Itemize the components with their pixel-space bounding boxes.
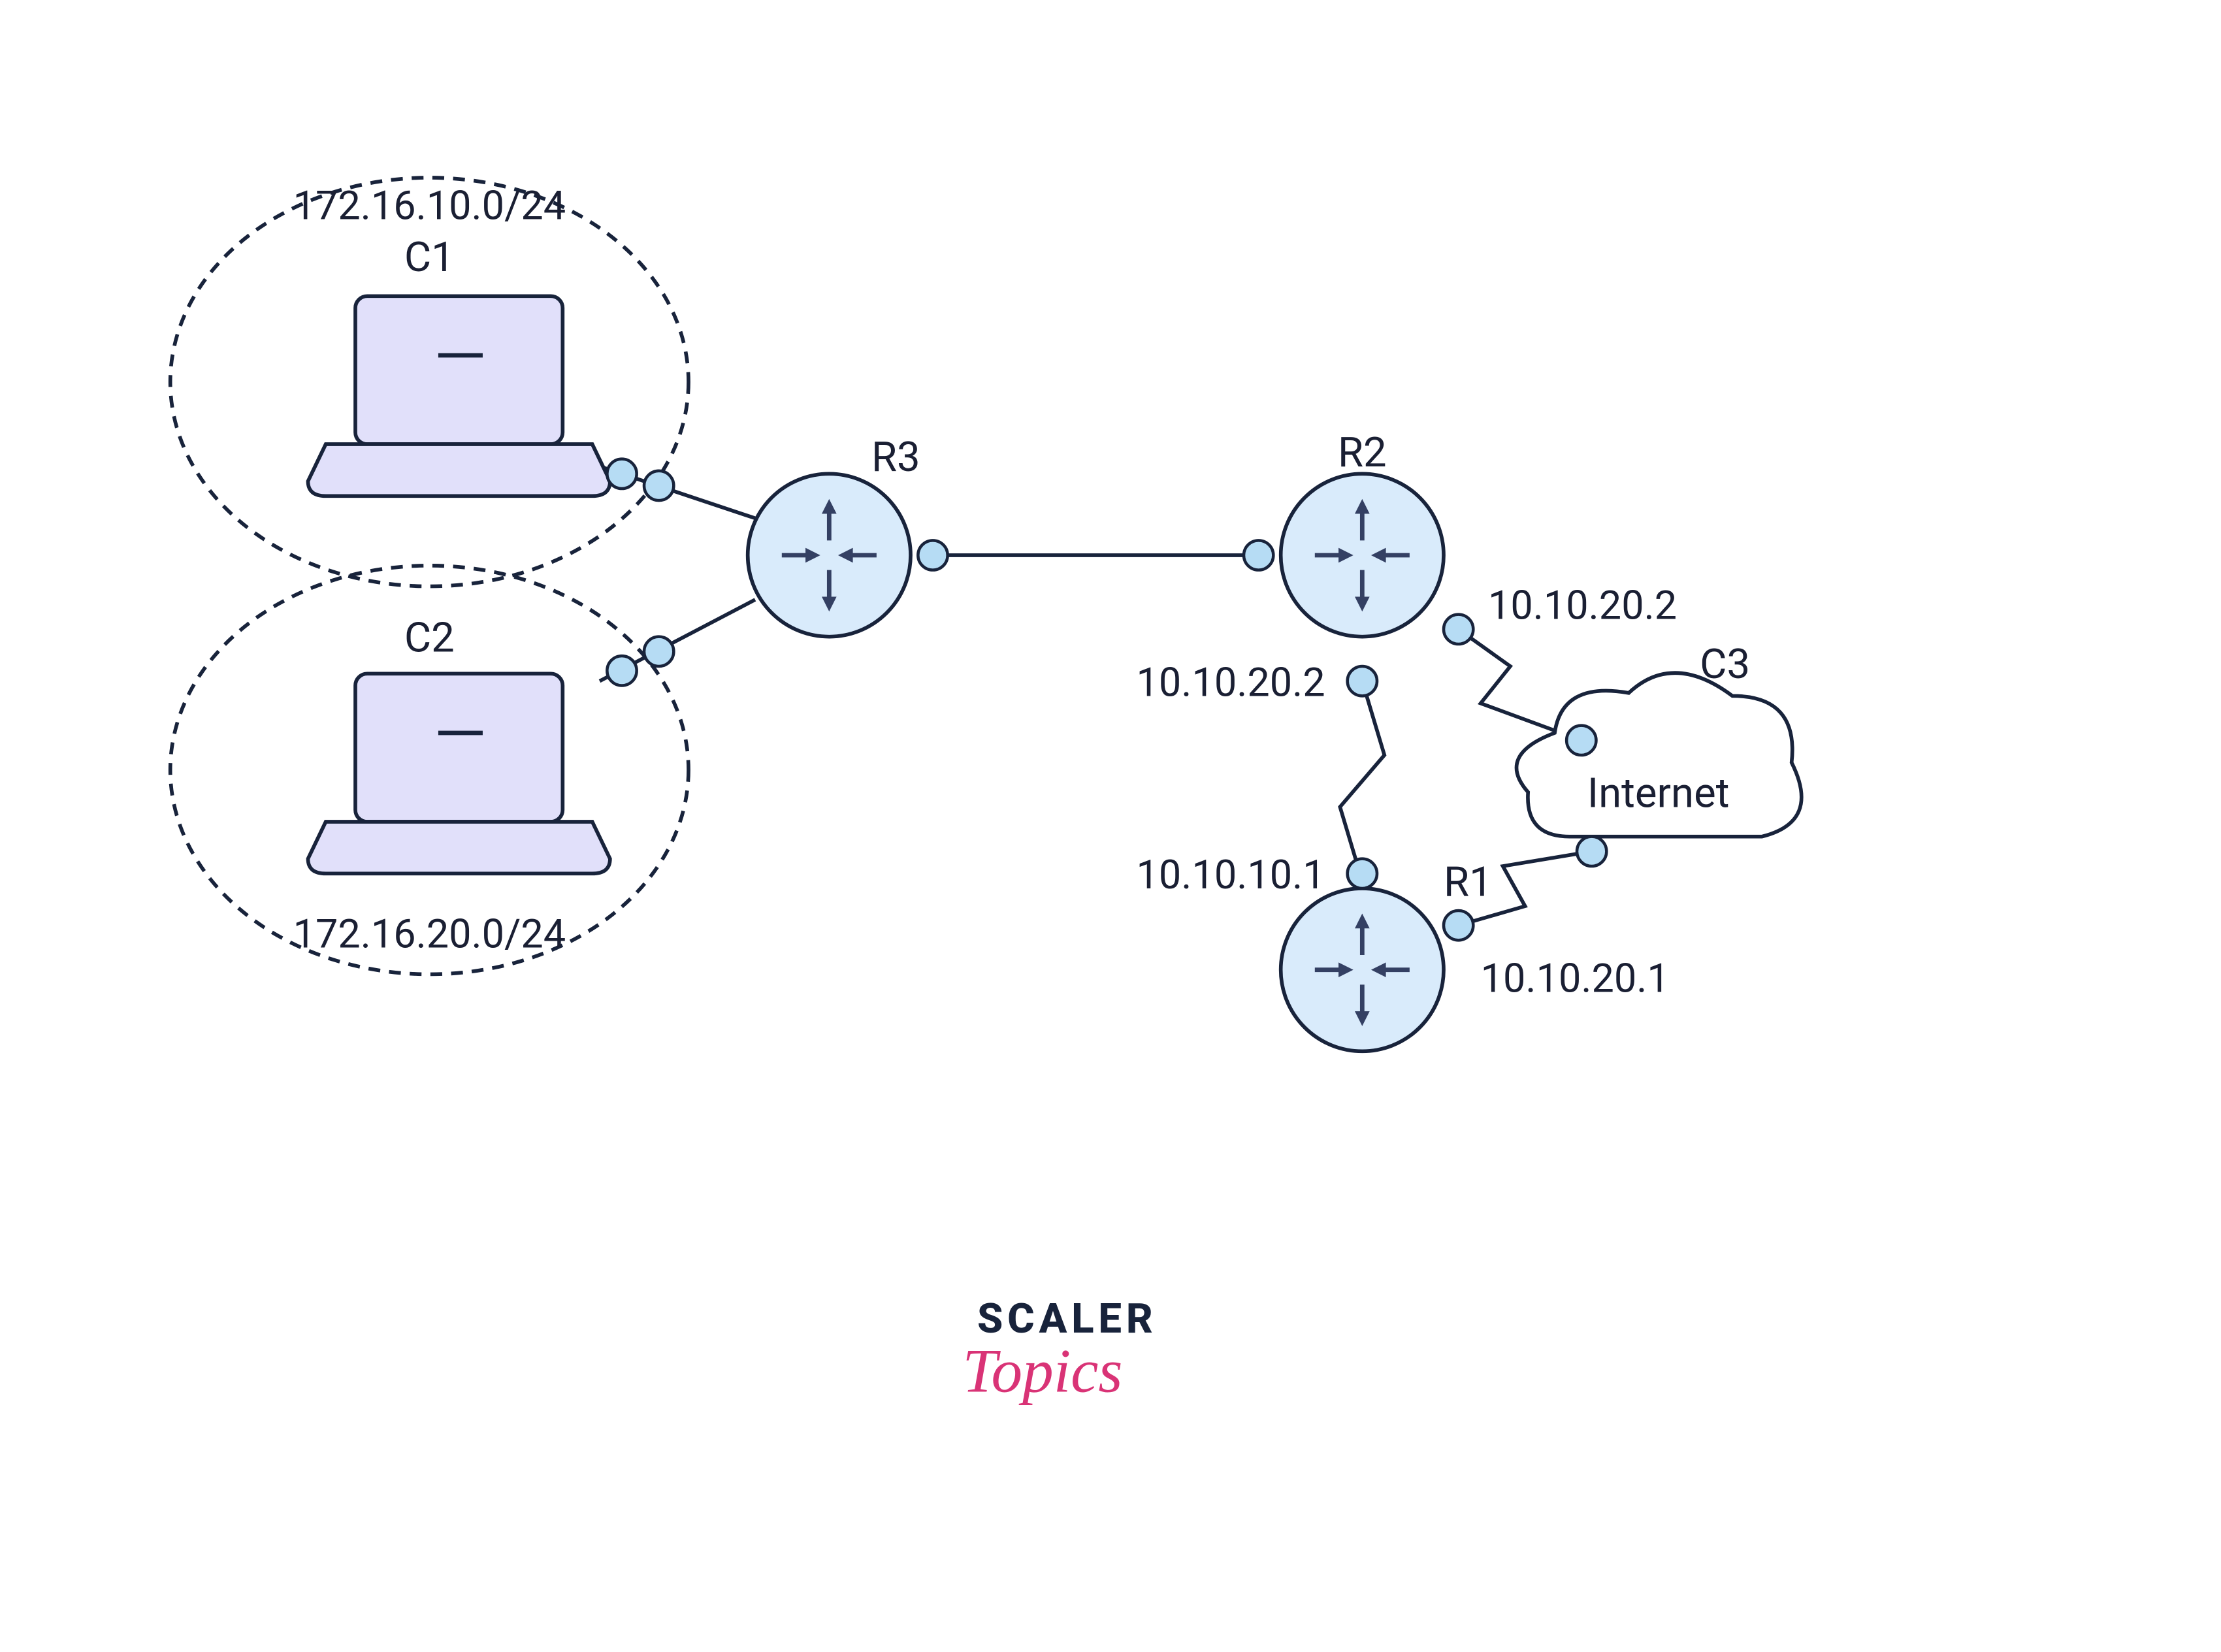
ip-r2-internet: 10.10.20.2: [1488, 581, 1677, 628]
subnet-c2-cidr: 172.16.20.0/24: [293, 911, 566, 958]
router-r1: [1281, 888, 1444, 1051]
scaler-topics-logo: SCALER Topics: [962, 1295, 1157, 1406]
subnet-c1-cidr: 172.16.10.0/24: [293, 182, 566, 229]
link-r2-r1: [1340, 681, 1384, 881]
ip-r1-internet: 10.10.20.1: [1481, 955, 1670, 1002]
ip-r2-r1: 10.10.20.2: [1137, 658, 1325, 705]
router-r3-label: R3: [871, 433, 920, 481]
router-r2-label: R2: [1338, 429, 1387, 477]
laptop-c2: [308, 673, 609, 873]
logo-line2: Topics: [962, 1336, 1122, 1406]
laptop-c1: [308, 296, 609, 496]
subnet-c1-label: C1: [404, 233, 455, 282]
ip-r1-r2: 10.10.10.1: [1137, 851, 1325, 898]
router-r3: [748, 474, 911, 636]
router-r1-label: R1: [1444, 858, 1493, 906]
router-r2: [1281, 474, 1444, 636]
network-diagram: 172.16.10.0/24 C1 C2 172.16.20.0/24 R3 R…: [0, 0, 2221, 1651]
cloud-label: C3: [1700, 640, 1750, 688]
subnet-c2-label: C2: [404, 613, 455, 662]
cloud-text: Internet: [1587, 769, 1730, 817]
